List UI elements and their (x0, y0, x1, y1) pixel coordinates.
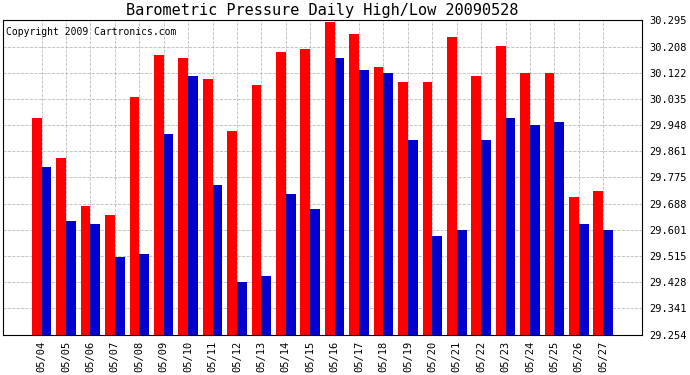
Text: Copyright 2009 Cartronics.com: Copyright 2009 Cartronics.com (6, 27, 177, 37)
Bar (325, 22, 335, 335)
Bar (335, 58, 344, 335)
Bar (154, 55, 164, 335)
Bar (471, 76, 481, 335)
Bar (105, 215, 115, 335)
Bar (603, 230, 613, 335)
Bar (213, 185, 222, 335)
Bar (384, 73, 393, 335)
Bar (544, 73, 555, 335)
Bar (457, 230, 466, 335)
Bar (32, 118, 41, 335)
Bar (593, 191, 603, 335)
Bar (555, 122, 564, 335)
Bar (530, 124, 540, 335)
Bar (374, 67, 384, 335)
Bar (447, 37, 457, 335)
Bar (276, 52, 286, 335)
Bar (130, 98, 139, 335)
Bar (422, 82, 433, 335)
Bar (178, 58, 188, 335)
Bar (203, 79, 213, 335)
Bar (349, 34, 359, 335)
Bar (496, 46, 506, 335)
Bar (139, 254, 149, 335)
Bar (81, 206, 90, 335)
Bar (286, 194, 295, 335)
Bar (433, 236, 442, 335)
Bar (164, 134, 173, 335)
Bar (300, 49, 310, 335)
Bar (262, 276, 271, 335)
Bar (188, 76, 198, 335)
Title: Barometric Pressure Daily High/Low 20090528: Barometric Pressure Daily High/Low 20090… (126, 3, 519, 18)
Bar (579, 224, 589, 335)
Bar (359, 70, 369, 335)
Bar (227, 130, 237, 335)
Bar (569, 197, 579, 335)
Bar (90, 224, 100, 335)
Bar (310, 209, 320, 335)
Bar (408, 140, 417, 335)
Bar (398, 82, 408, 335)
Bar (237, 282, 247, 335)
Bar (57, 158, 66, 335)
Bar (252, 85, 262, 335)
Bar (41, 167, 51, 335)
Bar (115, 257, 125, 335)
Bar (520, 73, 530, 335)
Bar (66, 221, 76, 335)
Bar (481, 140, 491, 335)
Bar (506, 118, 515, 335)
